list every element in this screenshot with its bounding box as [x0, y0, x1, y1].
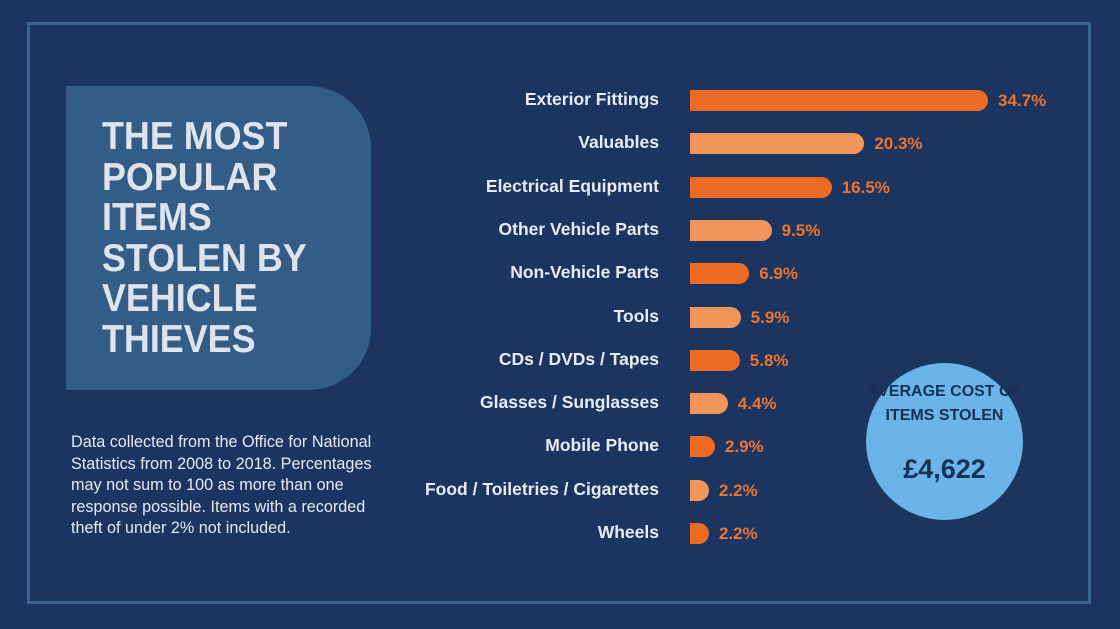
value-label: 2.2% — [718, 480, 758, 500]
value-label: 5.9% — [750, 307, 790, 327]
value-label: 9.5% — [781, 220, 821, 240]
category-label: Mobile Phone — [545, 435, 659, 456]
category-label: Valuables — [578, 132, 659, 153]
badge-label: AVERAGE COST OF ITEMS STOLEN — [867, 383, 1022, 424]
category-label: Electrical Equipment — [485, 175, 659, 196]
bar — [690, 133, 865, 155]
value-label: 6.9% — [759, 264, 798, 284]
bar — [690, 349, 740, 371]
category-label: Wheels — [597, 522, 659, 542]
value-label: 20.3% — [874, 134, 923, 154]
category-label: Glasses / Sunglasses — [480, 392, 659, 413]
title-card: THE MOST POPULAR ITEMS STOLEN BY VEHICLE… — [66, 86, 371, 390]
value-label: 16.5% — [841, 177, 890, 197]
border-frame — [27, 22, 1091, 604]
bar — [690, 219, 772, 241]
bar — [690, 393, 728, 415]
bar — [690, 436, 715, 458]
bar — [690, 176, 832, 198]
category-label: Other Vehicle Parts — [498, 218, 660, 239]
category-label: Food / Toiletries / Cigarettes — [424, 478, 659, 499]
bar — [690, 90, 988, 111]
bar — [690, 306, 741, 328]
value-label: 2.2% — [718, 524, 758, 543]
source-note: Data collected from the Office for Natio… — [71, 433, 372, 537]
bar — [690, 263, 750, 285]
page-title: THE MOST POPULAR ITEMS STOLEN BY VEHICLE… — [102, 115, 307, 361]
category-label: Non-Vehicle Parts — [510, 262, 659, 283]
bar — [690, 523, 709, 544]
value-label: 4.4% — [737, 394, 777, 414]
badge-value: £4,622 — [903, 454, 986, 484]
value-label: 5.8% — [749, 350, 789, 370]
value-label: 34.7% — [998, 91, 1047, 110]
category-label: CDs / DVDs / Tapes — [498, 348, 659, 369]
bar — [690, 479, 709, 501]
category-label: Exterior Fittings — [524, 89, 659, 109]
value-label: 2.9% — [724, 437, 764, 457]
category-label: Tools — [613, 305, 659, 326]
average-cost-badge: AVERAGE COST OF ITEMS STOLEN £4,622 — [866, 363, 1023, 520]
